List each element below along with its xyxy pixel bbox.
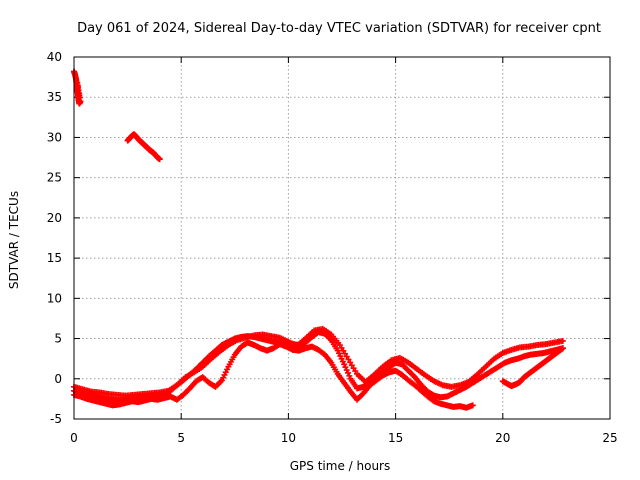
y-tick-label: 5 (54, 332, 62, 346)
data-points (71, 68, 566, 411)
data-point (559, 337, 566, 344)
x-axis-label: GPS time / hours (290, 459, 391, 473)
y-tick-label: 0 (54, 372, 62, 386)
x-tick-label: 25 (602, 431, 617, 445)
chart-title: Day 061 of 2024, Sidereal Day-to-day VTE… (77, 21, 601, 36)
y-tick-label: 25 (47, 171, 62, 185)
x-tick-label: 5 (177, 431, 185, 445)
y-tick-label: 40 (47, 50, 62, 64)
y-tick-label: 20 (47, 211, 62, 225)
series-track-c (71, 325, 566, 399)
x-tick-label: 15 (388, 431, 403, 445)
plot-frame (73, 56, 611, 420)
y-tick-label: 35 (47, 90, 62, 104)
x-tick-label: 0 (70, 431, 78, 445)
y-tick-label: -5 (50, 412, 62, 426)
y-tick-label: 15 (47, 251, 62, 265)
data-point (76, 92, 83, 99)
data-point (559, 345, 566, 352)
x-tick-label: 20 (495, 431, 510, 445)
y-tick-label: 10 (47, 291, 62, 305)
series-cluster-early-high (71, 68, 84, 107)
x-tick-label: 10 (281, 431, 296, 445)
series-track-b (71, 339, 476, 411)
series-cluster-mid-high (124, 131, 163, 163)
data-point (156, 156, 163, 163)
y-tick-label: 30 (47, 130, 62, 144)
data-point (469, 402, 476, 409)
y-axis-label: SDTVAR / TECUs (7, 191, 21, 289)
axis-ticks: 0 5 10 15 20 25 -5 0 5 10 15 20 25 30 35 40 (47, 50, 618, 445)
series-track-d (499, 345, 566, 390)
